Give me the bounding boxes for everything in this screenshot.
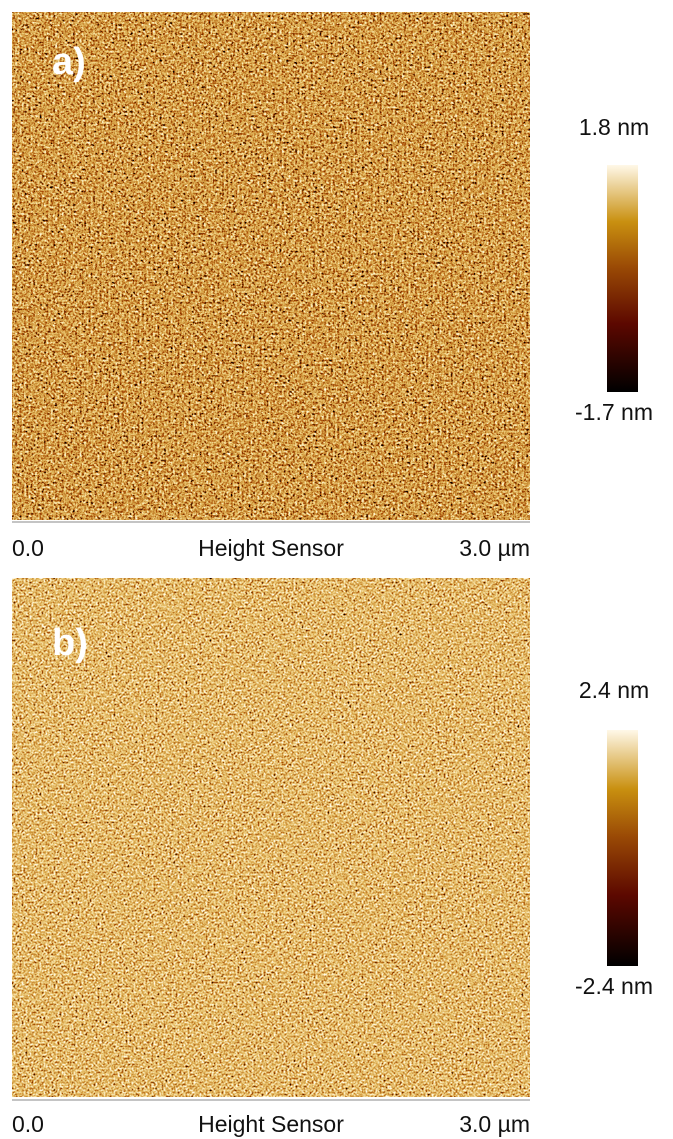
axis-end: 3.0 µm [459, 1111, 530, 1137]
scale-min: -2.4 nm [575, 973, 653, 999]
axis-start: 0.0 [12, 1111, 44, 1137]
panel-label: a) [52, 41, 86, 83]
axis-start: 0.0 [12, 535, 44, 561]
afm-image [12, 578, 530, 1097]
scale-max: 2.4 nm [579, 677, 649, 703]
panel-b: b) 0.0 Height Sensor 3.0 µm 2.4 nm -2.4 … [12, 578, 653, 1137]
colorbar [607, 730, 638, 966]
axis-end: 3.0 µm [459, 535, 530, 561]
axis-title: Height Sensor [198, 1111, 344, 1137]
panel-label: b) [52, 622, 88, 664]
panel-a: a) 0.0 Height Sensor 3.0 µm 1.8 nm -1.7 … [12, 12, 653, 561]
scale-max: 1.8 nm [579, 114, 649, 140]
colorbar [607, 165, 638, 392]
axis-title: Height Sensor [198, 535, 344, 561]
afm-image [12, 12, 530, 520]
scale-min: -1.7 nm [575, 399, 653, 425]
